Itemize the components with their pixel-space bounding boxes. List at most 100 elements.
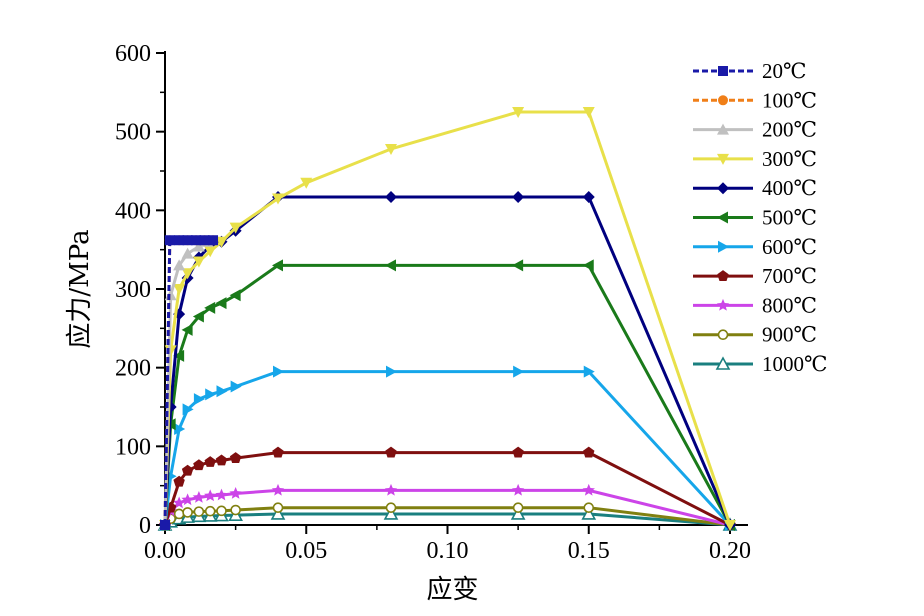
data-point — [272, 446, 284, 458]
data-point — [230, 380, 242, 393]
data-point — [272, 259, 283, 272]
data-point — [386, 365, 397, 378]
data-point — [510, 506, 526, 520]
data-point — [173, 284, 186, 295]
data-point — [193, 459, 205, 471]
data-point — [582, 483, 595, 496]
data-point — [181, 247, 194, 259]
data-point — [583, 502, 595, 513]
axes: 0 100 200 300 400 500 600 0.00 0.05 0.10 0.15 0.20 — [115, 41, 751, 564]
data-point — [204, 246, 217, 258]
data-point — [181, 493, 194, 506]
data-point — [173, 508, 185, 520]
x-axis-title: 应变 — [426, 575, 478, 605]
data-point — [204, 456, 216, 467]
data-point — [582, 107, 595, 118]
legend-entry: 1000℃ — [693, 352, 828, 376]
legend-entry: 200℃ — [693, 118, 817, 142]
data-point — [204, 301, 216, 314]
data-point — [511, 483, 525, 496]
legend-label: 1000℃ — [762, 352, 828, 376]
data-point — [272, 193, 284, 205]
legend-entry: 400℃ — [693, 176, 817, 200]
data-point — [181, 323, 193, 336]
series-line — [163, 370, 732, 527]
data-point — [582, 259, 594, 272]
legend-entry: 700℃ — [693, 264, 817, 288]
data-point — [513, 365, 525, 378]
data-point — [192, 240, 205, 252]
legend-entry: 20℃ — [693, 59, 807, 83]
legend-label: 200℃ — [762, 118, 817, 142]
legend-entry: 100℃ — [693, 88, 817, 112]
legend-swatch-marker — [717, 153, 729, 165]
data-point — [229, 289, 241, 302]
y-axis-title: 应力/MPa — [65, 229, 95, 348]
data-point — [512, 259, 524, 272]
data-point — [193, 393, 205, 406]
data-point — [581, 506, 597, 520]
data-point — [173, 259, 186, 271]
y-tick-label: 200 — [115, 356, 151, 382]
legend-label: 100℃ — [762, 88, 817, 112]
data-point — [229, 487, 242, 499]
data-point — [385, 446, 397, 458]
legend-entry: 600℃ — [693, 235, 817, 259]
data-point — [512, 502, 524, 513]
data-point — [164, 235, 175, 246]
data-point — [193, 506, 205, 517]
data-point — [182, 235, 193, 246]
data-point — [204, 505, 216, 517]
data-point — [582, 190, 595, 203]
data-point — [182, 403, 194, 416]
y-tick-label: 0 — [139, 513, 151, 539]
data-point — [215, 236, 228, 248]
data-point — [385, 143, 397, 155]
data-point — [383, 506, 399, 520]
data-point — [385, 502, 397, 513]
series-layer — [157, 107, 738, 531]
y-tick-label: 100 — [115, 434, 151, 460]
legend: 20℃ 100℃ 200℃ 300℃ 400℃ 500℃ 600℃ 700℃ 800℃ 900℃ 1… — [693, 59, 828, 376]
data-point — [192, 310, 204, 323]
legend-label: 800℃ — [762, 293, 817, 317]
legend-entry: 500℃ — [693, 206, 817, 230]
x-tick-label: 0.15 — [568, 538, 610, 564]
data-point — [512, 190, 525, 203]
legend-swatch-marker — [717, 270, 729, 281]
legend-entry: 300℃ — [693, 147, 817, 171]
series-3 — [159, 107, 736, 531]
data-point — [205, 388, 217, 401]
data-point — [229, 222, 242, 234]
legend-label: 400℃ — [762, 176, 817, 200]
x-tick-label: 0.20 — [709, 538, 751, 564]
data-point — [583, 365, 595, 378]
data-point — [230, 504, 241, 516]
legend-swatch-marker — [718, 66, 728, 76]
x-tick-label: 0.10 — [427, 538, 469, 564]
data-point — [385, 259, 396, 272]
legend-swatch-marker — [717, 182, 729, 195]
legend-entry: 800℃ — [693, 293, 817, 317]
data-point — [181, 464, 194, 476]
data-point — [192, 256, 205, 268]
x-tick-label: 0.05 — [285, 538, 327, 564]
data-point — [160, 520, 170, 530]
legend-swatch-marker — [717, 211, 728, 224]
data-point — [300, 177, 313, 189]
legend-swatch-marker — [716, 298, 730, 311]
y-tick-label: 400 — [115, 198, 151, 224]
data-point — [182, 507, 193, 518]
data-point — [204, 489, 217, 502]
series-line — [163, 506, 731, 527]
data-point — [199, 235, 210, 246]
series-line — [163, 263, 732, 526]
data-point — [172, 496, 186, 509]
data-point — [216, 505, 227, 517]
data-point — [512, 107, 525, 118]
legend-label: 700℃ — [762, 264, 817, 288]
legend-label: 900℃ — [762, 323, 817, 347]
x-tick-label: 0.00 — [144, 538, 186, 564]
y-tick-label: 600 — [115, 41, 151, 67]
